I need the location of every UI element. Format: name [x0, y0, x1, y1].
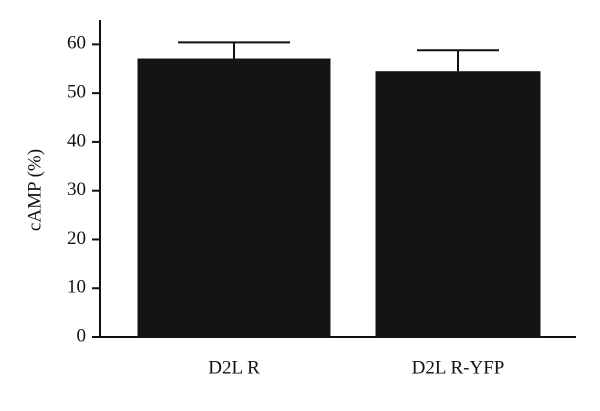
y-tick-label: 50 [67, 82, 86, 103]
y-tick-label: 30 [67, 179, 86, 200]
bar [137, 58, 331, 338]
y-tick-label: 40 [67, 130, 86, 151]
x-tick-label: D2L R [208, 357, 260, 378]
error-bar [178, 41, 290, 59]
bar [375, 71, 541, 337]
y-tick-label: 60 [67, 33, 86, 54]
y-axis-label: cAMP (%) [24, 149, 45, 231]
y-tick-label: 0 [77, 325, 87, 346]
error-bar [417, 49, 499, 72]
x-tick-label: D2L R-YFP [412, 357, 505, 378]
y-tick-label: 10 [67, 277, 86, 298]
y-tick-label: 20 [67, 228, 86, 249]
